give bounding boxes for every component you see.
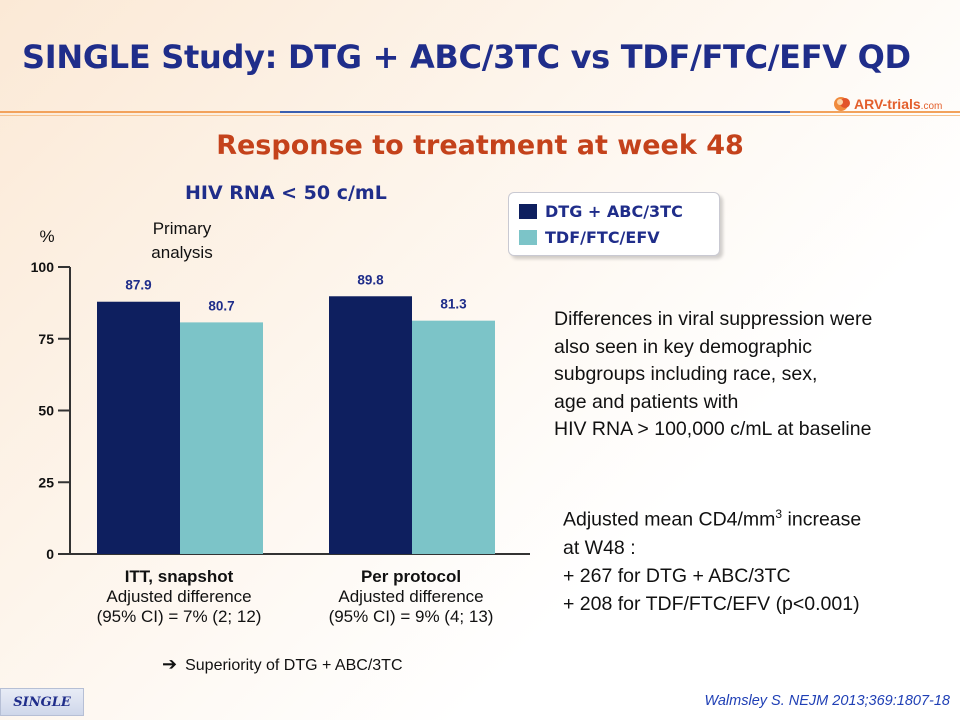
cd4-note-line: Adjusted mean CD4/mm3 increase (563, 507, 862, 531)
legend-item-tdf: TDF/FTC/EFV (519, 228, 660, 247)
subgroup-note-line: Differences in viral suppression were (554, 308, 873, 330)
cd4-note: Adjusted mean CD4/mm3 increase at W48 : … (563, 500, 861, 618)
bar-dtg-itt (97, 301, 180, 554)
legend-swatch-tdf (519, 230, 537, 245)
group-diff-value-itt: (95% CI) = 7% (2; 12) (96, 607, 262, 626)
y-tick-label: 50 (38, 403, 54, 419)
y-axis-label: % (39, 227, 54, 246)
logo-icon (832, 94, 852, 114)
group-diff-value-pp: (95% CI) = 9% (4; 13) (328, 607, 494, 626)
bar-value-label: 87.9 (125, 278, 151, 293)
y-tick-label: 75 (38, 331, 54, 347)
group-diff-label-pp: Adjusted difference (338, 587, 484, 606)
group-label-itt: ITT, snapshot Adjusted difference (95% C… (60, 567, 298, 627)
superiority-conclusion: ➔ Superiority of DTG + ABC/3TC (162, 654, 403, 675)
legend-item-dtg: DTG + ABC/3TC (519, 202, 683, 221)
legend-label-tdf: TDF/FTC/EFV (545, 228, 660, 247)
citation: Walmsley S. NEJM 2013;369:1807-18 (704, 693, 950, 709)
slide-title: SINGLE Study: DTG + ABC/3TC vs TDF/FTC/E… (22, 38, 911, 76)
y-tick-label: 25 (38, 474, 54, 490)
subgroup-note-line: subgroups including race, sex, (554, 363, 818, 385)
arrow-right-icon: ➔ (162, 654, 178, 674)
slide-subtitle: Response to treatment at week 48 (216, 130, 744, 161)
study-tag: SINGLE (0, 688, 84, 716)
chart-title: HIV RNA < 50 c/mL (185, 182, 387, 204)
bar-tdf-itt (180, 322, 263, 554)
bar-value-label: 81.3 (440, 297, 467, 312)
bar-tdf-pp (412, 320, 495, 554)
subgroup-note-line: also seen in key demographic (554, 335, 812, 358)
cd4-note-line: + 267 for DTG + ABC/3TC (563, 564, 791, 587)
y-tick-label: 0 (46, 546, 54, 562)
bar-value-label: 89.8 (357, 272, 384, 287)
group-diff-label-itt: Adjusted difference (106, 587, 252, 606)
conclusion-text: Superiority of DTG + ABC/3TC (185, 657, 403, 674)
group-label-pp: Per protocol Adjusted difference (95% CI… (292, 567, 530, 627)
legend-label-dtg: DTG + ABC/3TC (545, 202, 683, 221)
logo-text: ARV-trials.com (854, 96, 943, 112)
group-name-itt: ITT, snapshot (124, 567, 234, 586)
y-tick-label: 100 (31, 259, 55, 275)
title-divider-accent (280, 111, 790, 113)
chart-legend: DTG + ABC/3TC TDF/FTC/EFV (508, 192, 720, 256)
primary-analysis-annotation: Primary (153, 219, 212, 238)
title-divider-light (0, 115, 960, 116)
group-name-pp: Per protocol (360, 567, 462, 586)
subgroup-note: Differences in viral suppression were al… (554, 306, 872, 444)
arv-trials-logo: ARV-trials.com (832, 94, 942, 114)
bar-dtg-pp (329, 296, 412, 554)
legend-swatch-dtg (519, 204, 537, 219)
cd4-note-line: at W48 : (563, 536, 636, 559)
primary-analysis-annotation: analysis (151, 243, 212, 262)
cd4-note-line: + 208 for TDF/FTC/EFV (p<0.001) (563, 592, 860, 615)
subgroup-note-line: age and patients with (554, 390, 739, 413)
bar-value-label: 80.7 (208, 298, 234, 313)
subgroup-note-line: HIV RNA > 100,000 c/mL at baseline (554, 418, 872, 440)
